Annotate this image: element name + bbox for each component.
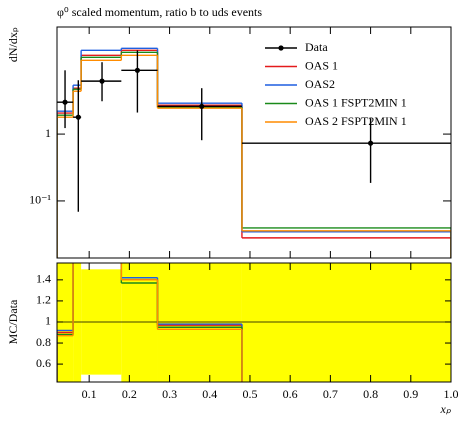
x-tick-label: 0.8: [363, 387, 378, 401]
data-point: [199, 103, 205, 109]
ratio-y-tick-label: 1.4: [36, 272, 51, 286]
y-tick-label: 1: [45, 126, 51, 140]
ratio-frame: [56, 262, 452, 383]
y-axis-label: dN/dxₚ: [6, 27, 20, 62]
x-tick-label: 1.0: [444, 387, 459, 401]
ratio-plot: [57, 263, 451, 382]
legend-label: OAS 1 FSPT2MIN 1: [305, 95, 407, 109]
ratio-y-axis-label: MC/Data: [6, 299, 20, 344]
data-point: [62, 99, 68, 105]
uncertainty-band: [57, 263, 74, 382]
x-tick-label: 0.3: [162, 387, 177, 401]
uncertainty-band: [121, 263, 158, 382]
y-tick-label: 10⁻¹: [29, 193, 51, 207]
x-tick-label: 0.7: [323, 387, 338, 401]
legend-label: OAS2: [305, 77, 335, 91]
main-plot: [57, 47, 451, 258]
x-axis-label: xₚ: [440, 402, 452, 416]
axes: 10⁻¹ 1 0.6 0.8 1 1.2 1.4 0.1 0.2 0.3 0.4 0.5 0.6 0.7 0…: [29, 27, 459, 401]
legend-label: Data: [305, 40, 328, 54]
uncertainty-band: [73, 263, 82, 382]
chart-title: φ⁰ scaled momentum, ratio b to uds event…: [57, 5, 262, 19]
legend-label: OAS 2 FSPT2MIN 1: [305, 114, 407, 128]
legend-swatch: [278, 45, 284, 51]
x-tick-label: 0.5: [242, 387, 257, 401]
ratio-y-tick-label: 1.2: [36, 293, 51, 307]
data-point: [99, 78, 105, 84]
x-tick-label: 0.6: [283, 387, 298, 401]
data-point: [75, 114, 81, 120]
x-tick-label: 0.2: [122, 387, 137, 401]
ratio-y-tick-label: 0.6: [36, 356, 51, 370]
legend-label: OAS 1: [305, 58, 338, 72]
main-frame: [56, 26, 452, 259]
uncertainty-band: [241, 263, 451, 382]
x-tick-label: 0.9: [403, 387, 418, 401]
data-point: [134, 67, 141, 73]
data-point: [367, 140, 374, 146]
uncertainty-band: [157, 263, 242, 382]
ratio-y-tick-label: 1: [45, 314, 51, 328]
x-tick-label: 0.4: [202, 387, 217, 401]
x-tick-label: 0.1: [82, 387, 97, 401]
ratio-y-tick-label: 0.8: [36, 335, 51, 349]
